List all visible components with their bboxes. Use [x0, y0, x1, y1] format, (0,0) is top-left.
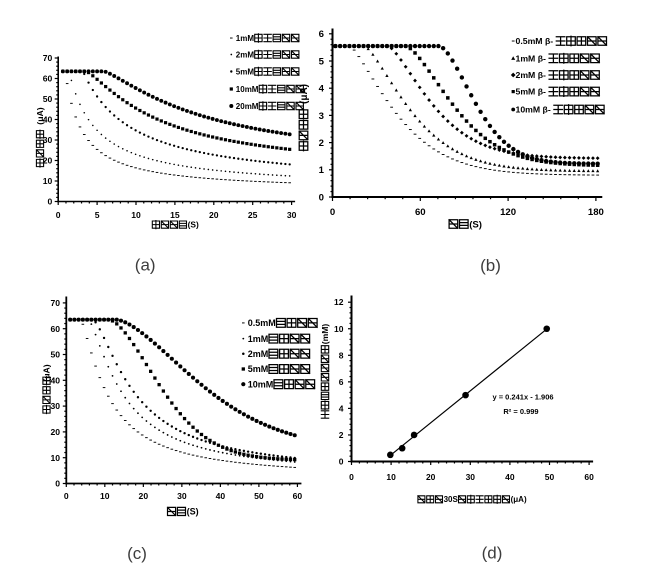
- svg-text:10mM: 10mM: [248, 379, 274, 389]
- svg-text:40: 40: [43, 115, 53, 125]
- svg-text:(μA): (μA): [42, 364, 52, 381]
- svg-text:10: 10: [131, 210, 141, 220]
- svg-text:20: 20: [43, 156, 53, 166]
- svg-text:0: 0: [56, 210, 61, 220]
- svg-text:30: 30: [177, 491, 187, 501]
- svg-text:0: 0: [64, 491, 69, 501]
- svg-text:70: 70: [43, 53, 53, 63]
- svg-text:10: 10: [50, 453, 60, 463]
- svg-text:0: 0: [55, 479, 60, 489]
- svg-text:20: 20: [209, 210, 219, 220]
- svg-text:R² = 0.999: R² = 0.999: [503, 407, 538, 416]
- svg-text:60: 60: [50, 324, 60, 334]
- svg-text:30: 30: [43, 135, 53, 145]
- svg-text:1: 1: [319, 165, 325, 176]
- svg-text:1mM: 1mM: [248, 334, 269, 344]
- svg-text:10: 10: [100, 491, 110, 501]
- svg-text:120: 120: [500, 207, 516, 218]
- svg-text:5mM β-: 5mM β-: [516, 87, 547, 97]
- svg-text:50: 50: [545, 472, 555, 482]
- svg-text:40: 40: [505, 472, 515, 482]
- svg-text:30S: 30S: [444, 495, 459, 504]
- svg-text:0: 0: [319, 192, 324, 203]
- svg-text:(d): (d): [482, 544, 503, 563]
- svg-text:30: 30: [50, 401, 60, 411]
- svg-text:2mM β-: 2mM β-: [516, 70, 547, 80]
- svg-text:10: 10: [43, 176, 53, 186]
- svg-text:1mM: 1mM: [236, 34, 255, 43]
- svg-text:10: 10: [386, 472, 396, 482]
- svg-text:5mM: 5mM: [248, 364, 269, 374]
- svg-text:12: 12: [334, 297, 344, 307]
- svg-text:6: 6: [319, 29, 324, 40]
- svg-text:10: 10: [334, 324, 344, 334]
- svg-text:30: 30: [466, 472, 476, 482]
- svg-text:180: 180: [588, 207, 604, 218]
- svg-text:50: 50: [43, 94, 53, 104]
- svg-text:2: 2: [319, 138, 324, 149]
- svg-text:5: 5: [95, 210, 100, 220]
- svg-text:4: 4: [319, 84, 325, 95]
- svg-text:40: 40: [216, 491, 226, 501]
- svg-text:30: 30: [287, 210, 297, 220]
- svg-text:40: 40: [50, 375, 60, 385]
- svg-text:50: 50: [254, 491, 264, 501]
- svg-text:10mM β-: 10mM β-: [516, 105, 551, 115]
- svg-text:60: 60: [293, 491, 303, 501]
- svg-text:50: 50: [50, 350, 60, 360]
- svg-text:10mM: 10mM: [236, 85, 259, 94]
- svg-text:60: 60: [584, 472, 594, 482]
- svg-text:(b): (b): [480, 256, 501, 275]
- svg-text:4: 4: [339, 403, 344, 413]
- svg-text:y = 0.241x - 1.906: y = 0.241x - 1.906: [492, 393, 553, 402]
- svg-text:0: 0: [48, 197, 53, 207]
- svg-text:(μA): (μA): [35, 107, 45, 124]
- svg-text:(S): (S): [188, 220, 199, 230]
- svg-text:(S): (S): [469, 219, 482, 230]
- svg-text:0: 0: [330, 207, 335, 218]
- svg-text:25: 25: [248, 210, 258, 220]
- svg-text:(c): (c): [127, 544, 147, 563]
- svg-text:(a): (a): [135, 256, 156, 275]
- svg-text:5mM: 5mM: [236, 67, 255, 76]
- svg-text:20: 20: [50, 427, 60, 437]
- svg-text:0.5mM: 0.5mM: [248, 318, 276, 328]
- svg-text:(S): (S): [187, 507, 199, 517]
- svg-text:20: 20: [139, 491, 149, 501]
- svg-text:70: 70: [50, 298, 60, 308]
- svg-text:1mM β-: 1mM β-: [516, 53, 547, 63]
- svg-text:0.5mM β-: 0.5mM β-: [516, 36, 554, 46]
- svg-text:60: 60: [43, 74, 53, 84]
- svg-text:(μA): (μA): [511, 495, 527, 504]
- svg-text:2mM: 2mM: [236, 50, 255, 59]
- svg-text:0: 0: [339, 457, 344, 467]
- svg-text:2mM: 2mM: [248, 349, 269, 359]
- svg-text:(μA): (μA): [299, 84, 310, 104]
- svg-text:20mM: 20mM: [236, 102, 259, 111]
- svg-text:8: 8: [339, 350, 344, 360]
- svg-text:60: 60: [415, 207, 426, 218]
- svg-text:3: 3: [319, 111, 324, 122]
- svg-text:20: 20: [426, 472, 436, 482]
- svg-text:2: 2: [339, 430, 344, 440]
- svg-text:6: 6: [339, 377, 344, 387]
- svg-text:5: 5: [319, 56, 325, 67]
- svg-text:15: 15: [170, 210, 180, 220]
- svg-text:0: 0: [349, 472, 354, 482]
- svg-text:(mM): (mM): [320, 324, 330, 345]
